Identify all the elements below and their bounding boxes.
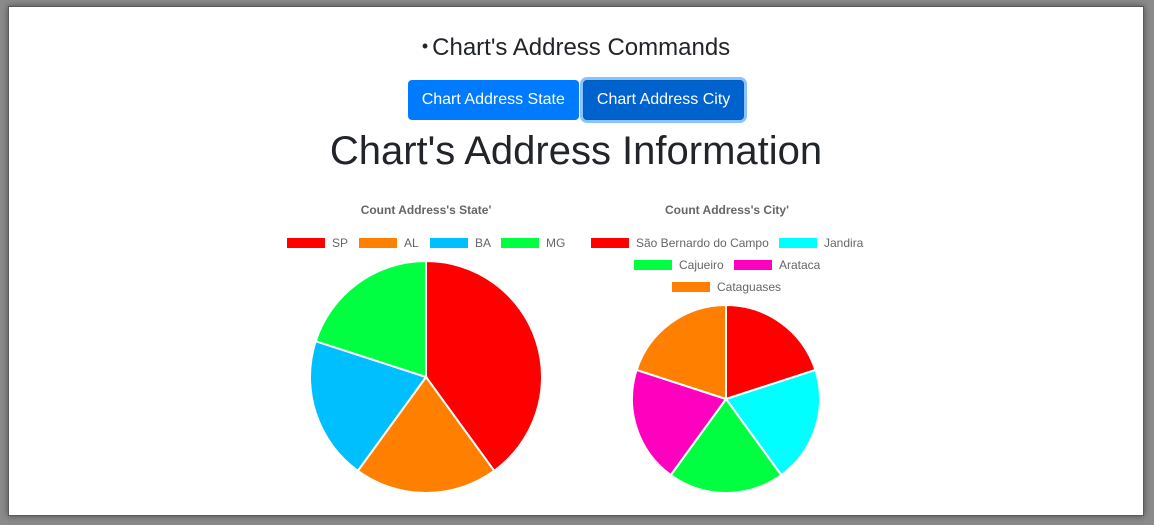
pie-slice-jandira[interactable] <box>724 368 821 477</box>
commands-title-text: Chart's Address Commands <box>432 34 731 61</box>
button-row: Chart Address State Chart Address City <box>9 80 1143 120</box>
pie-slice-sp[interactable] <box>425 259 543 473</box>
pie-slice-ba[interactable] <box>309 339 428 473</box>
page-title: Chart's Address Information <box>329 129 823 173</box>
app-window: • Chart's Address Commands Chart Address … <box>8 6 1144 516</box>
commands-heading: • Chart's Address Commands <box>9 34 1143 62</box>
legend-item-sao-bernardo-do-campo[interactable]: São Bernardo do Campo <box>591 236 769 250</box>
pie-slice-al[interactable] <box>356 375 496 494</box>
legend-swatch <box>634 260 672 270</box>
bullet-icon: • <box>421 36 429 56</box>
legend-item-cataguases[interactable]: Cataguases <box>672 280 781 294</box>
legend-swatch <box>591 238 629 248</box>
legend-item-arataca[interactable]: Arataca <box>734 258 821 272</box>
legend-swatch <box>501 238 539 248</box>
pie-slice-sao-bernardo-do-campo[interactable] <box>725 303 817 401</box>
legend-item-al[interactable]: AL <box>359 236 419 250</box>
legend-label: Cataguases <box>717 280 781 294</box>
legend-swatch <box>779 238 817 248</box>
legend-swatch <box>287 238 325 248</box>
state-chart-title: Count Address's State' <box>360 203 492 217</box>
state-pie-chart: SP AL BA MG <box>287 236 565 494</box>
legend-label: MG <box>546 236 565 250</box>
legend-item-ba[interactable]: BA <box>430 236 491 250</box>
pie-slice-arataca[interactable] <box>631 368 728 477</box>
legend-item-mg[interactable]: MG <box>501 236 565 250</box>
chart-address-city-button[interactable]: Chart Address City <box>582 80 745 120</box>
city-chart-title: Count Address's City' <box>665 203 789 217</box>
legend-swatch <box>734 260 772 270</box>
legend-label: SP <box>332 236 348 250</box>
chart-address-state-button[interactable]: Chart Address State <box>407 80 579 120</box>
legend-label: BA <box>475 236 491 250</box>
legend-swatch <box>430 238 468 248</box>
legend-label: São Bernardo do Campo <box>636 236 769 250</box>
city-pie-chart: São Bernardo do Campo Jandira Cajueiro Arat… <box>591 236 864 494</box>
legend-swatch <box>672 282 710 292</box>
legend-item-cajueiro[interactable]: Cajueiro <box>634 258 724 272</box>
legend-item-jandira[interactable]: Jandira <box>779 236 864 250</box>
legend-label: Arataca <box>779 258 821 272</box>
legend-label: AL <box>404 236 419 250</box>
legend-label: Jandira <box>824 236 864 250</box>
legend-label: Cajueiro <box>679 258 724 272</box>
legend-swatch <box>359 238 397 248</box>
pie-slice-cataguases[interactable] <box>635 303 727 401</box>
legend-item-sp[interactable]: SP <box>287 236 348 250</box>
pie-slice-cajueiro[interactable] <box>669 397 783 494</box>
pie-slice-mg[interactable] <box>314 259 427 379</box>
